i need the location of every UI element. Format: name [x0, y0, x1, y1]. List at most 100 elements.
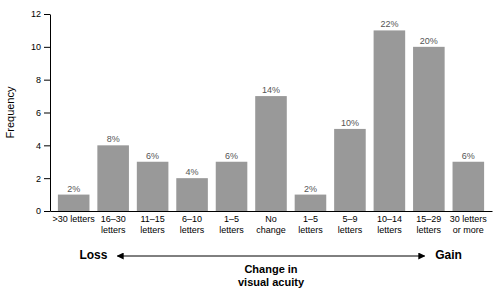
x-tick: 30 lettersor more: [450, 214, 488, 234]
y-tick: 2: [36, 174, 50, 184]
x-tick-label-line: letters: [417, 225, 442, 235]
y-tick: 8: [36, 75, 50, 85]
x-tick: 15–29letters: [416, 214, 441, 234]
bar: [413, 47, 445, 211]
annotation: Loss: [79, 248, 107, 262]
x-tick-label: 1–5letters: [298, 214, 323, 234]
y-tick-mark: [44, 145, 50, 146]
x-tick-label-line: letters: [101, 225, 126, 235]
y-tick: 6: [36, 108, 50, 118]
x-tick-label-line: 11–15: [140, 214, 164, 224]
y-tick-mark: [44, 80, 50, 81]
y-tick: 12: [31, 9, 50, 19]
data-label: 14%: [262, 85, 280, 95]
x-tick-label: 16–30letters: [101, 214, 126, 234]
bar: [453, 162, 485, 211]
bar: [216, 162, 248, 211]
x-tick-label: 30 lettersor more: [450, 214, 488, 234]
bar: [176, 178, 208, 211]
data-label: 6%: [225, 151, 238, 161]
y-axis-title: Frequency: [4, 86, 16, 138]
y-tick-mark: [44, 211, 50, 212]
x-tick: Nochange: [256, 214, 286, 234]
data-label: 4%: [186, 167, 199, 177]
bar: [295, 195, 327, 211]
x-tick: 6–10letters: [180, 214, 205, 234]
x-tick-label-line: letters: [140, 225, 165, 235]
x-axis-title-line: Change in: [244, 263, 297, 275]
y-tick-label: 2: [36, 174, 41, 184]
y-tick: 10: [31, 42, 50, 52]
x-tick-label-line: letters: [298, 225, 323, 235]
x-tick-label: 6–10letters: [180, 214, 205, 234]
bar: [374, 30, 406, 211]
x-axis: >30 letters16–30letters11–15letters6–10l…: [51, 212, 493, 235]
x-tick-label: 1–5letters: [219, 214, 244, 234]
x-tick: 10–14letters: [377, 214, 402, 234]
x-tick-label-line: change: [256, 225, 286, 235]
arrow: [117, 256, 424, 257]
bar: [97, 145, 129, 211]
x-tick-label-line: 30 letters: [450, 214, 488, 224]
x-tick: 16–30letters: [101, 214, 126, 234]
x-tick-label-line: or more: [453, 225, 484, 235]
data-label: 6%: [146, 151, 159, 161]
x-tick: 1–5letters: [298, 214, 323, 234]
x-axis-title-line: visual acuity: [238, 276, 305, 288]
x-tick-label-line: letters: [219, 225, 244, 235]
x-tick-label-line: letters: [377, 225, 402, 235]
bar: [334, 129, 366, 211]
x-tick-label: Nochange: [256, 214, 286, 234]
y-axis: 0 2 4 6 8 10 12: [31, 9, 51, 216]
x-tick: 5–9letters: [338, 214, 363, 234]
data-label: 22%: [380, 19, 398, 29]
x-tick: 1–5letters: [219, 214, 244, 234]
x-tick-label-line: 1–5: [303, 214, 318, 224]
x-tick-label: 5–9letters: [338, 214, 363, 234]
x-tick-label-line: letters: [338, 225, 363, 235]
x-tick-label: >30 letters: [53, 214, 96, 224]
bar: [137, 162, 169, 211]
x-tick-label-line: 16–30: [101, 214, 126, 224]
data-label: 8%: [107, 134, 120, 144]
data-labels: 2% 8% 6% 4% 6% 14% 2% 10% 22% 20% 6%: [67, 19, 475, 193]
y-tick: 4: [36, 141, 50, 151]
data-label: 2%: [304, 184, 317, 194]
bar: [255, 96, 287, 211]
y-tick: 0: [36, 206, 50, 216]
chart-svg: 2% 8% 6% 4% 6% 14% 2% 10% 22% 20% 6% >30 letters 16–…: [0, 0, 500, 299]
x-tick-label-line: 1–5: [224, 214, 239, 224]
data-label: 6%: [462, 151, 475, 161]
data-label: 10%: [341, 118, 359, 128]
bar: [58, 195, 90, 211]
y-tick-mark: [44, 178, 50, 179]
y-tick-label: 0: [36, 206, 41, 216]
bars: [58, 30, 484, 211]
annotation: Gain: [435, 248, 462, 262]
chart-container: 2% 8% 6% 4% 6% 14% 2% 10% 22% 20% 6% >30 letters 16–…: [0, 0, 500, 299]
data-label: 2%: [67, 184, 80, 194]
x-tick-label-line: 5–9: [342, 214, 357, 224]
x-tick-label-line: No: [265, 214, 277, 224]
data-label: 20%: [420, 36, 438, 46]
x-tick: 11–15letters: [140, 214, 165, 234]
x-tick-label: 11–15letters: [140, 214, 165, 234]
y-tick-label: 6: [36, 108, 41, 118]
x-tick-label: 15–29letters: [416, 214, 441, 234]
x-tick-label-line: letters: [180, 225, 205, 235]
x-tick-label-line: 15–29: [416, 214, 441, 224]
x-axis-title: Change invisual acuity: [238, 263, 305, 288]
y-tick-label: 10: [31, 42, 41, 52]
y-tick-label: 12: [31, 9, 41, 19]
y-tick-mark: [44, 113, 50, 114]
x-tick-label-line: 6–10: [182, 214, 202, 224]
y-tick-mark: [44, 14, 50, 15]
x-axis-line: [51, 211, 493, 212]
y-tick-label: 8: [36, 75, 41, 85]
plot: 2% 8% 6% 4% 6% 14% 2% 10% 22% 20% 6% >30 letters 16–…: [4, 9, 493, 287]
x-tick-label-line: >30 letters: [53, 214, 96, 224]
x-tick-label-line: 10–14: [377, 214, 402, 224]
y-axis-line: [50, 15, 51, 212]
x-tick: >30 letters: [53, 214, 96, 224]
y-tick-mark: [44, 47, 50, 48]
